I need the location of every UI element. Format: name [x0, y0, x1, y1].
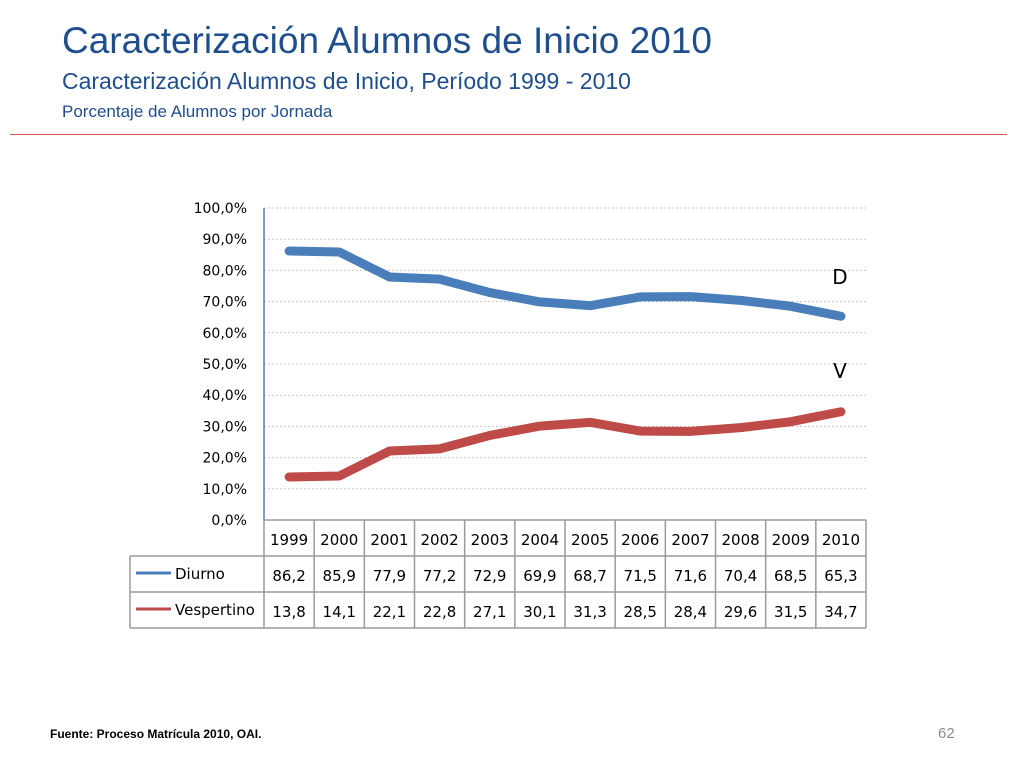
x-category-label: 2010: [822, 531, 860, 549]
slide-subtitle: Caracterización Alumnos de Inicio, Perío…: [62, 68, 631, 94]
data-value-label: 13,8: [272, 603, 305, 621]
series-line-diurno: [284, 246, 846, 321]
data-value-label: 77,2: [423, 567, 456, 585]
data-value-label: 68,7: [573, 567, 606, 585]
data-value-label: 30,1: [523, 603, 556, 621]
y-tick-label: 0,0%: [211, 513, 247, 529]
y-tick-label: 90,0%: [203, 232, 247, 248]
page-number: 62: [938, 725, 955, 742]
data-value-label: 71,5: [624, 567, 657, 585]
data-value-label: 86,2: [272, 567, 305, 585]
data-value-label: 69,9: [523, 567, 556, 585]
slide-title: Caracterización Alumnos de Inicio 2010: [62, 20, 712, 61]
series-end-label: D: [832, 265, 847, 289]
series-line-vespertino: [284, 407, 846, 482]
y-tick-label: 40,0%: [203, 388, 247, 404]
x-category-label: 2000: [320, 531, 358, 549]
data-value-label: 34,7: [824, 603, 857, 621]
data-value-label: 22,8: [423, 603, 456, 621]
source-note: Fuente: Proceso Matrícula 2010, OAI.: [50, 727, 262, 741]
data-value-label: 27,1: [473, 603, 506, 621]
data-value-label: 31,5: [774, 603, 807, 621]
y-tick-label: 80,0%: [203, 263, 247, 279]
x-category-label: 1999: [270, 531, 308, 549]
x-category-label: 2005: [571, 531, 609, 549]
y-tick-label: 20,0%: [203, 451, 247, 467]
y-tick-label: 10,0%: [203, 482, 247, 498]
y-tick-label: 60,0%: [203, 326, 247, 342]
series-end-label: V: [833, 359, 847, 383]
x-category-label: 2002: [420, 531, 458, 549]
data-value-label: 65,3: [824, 567, 857, 585]
y-tick-label: 50,0%: [203, 357, 247, 373]
x-category-label: 2006: [621, 531, 659, 549]
data-value-label: 22,1: [373, 603, 406, 621]
y-tick-label: 30,0%: [203, 419, 247, 435]
data-value-label: 77,9: [373, 567, 406, 585]
legend-label: Diurno: [175, 565, 225, 583]
data-value-label: 28,4: [674, 603, 707, 621]
data-value-label: 68,5: [774, 567, 807, 585]
legend-label: Vespertino: [175, 601, 255, 619]
x-category-label: 2001: [370, 531, 408, 549]
data-value-label: 85,9: [323, 567, 356, 585]
x-category-label: 2007: [671, 531, 709, 549]
x-category-label: 2004: [521, 531, 559, 549]
data-value-label: 28,5: [624, 603, 657, 621]
x-category-label: 2009: [772, 531, 810, 549]
y-tick-label: 100,0%: [194, 201, 247, 217]
data-value-label: 72,9: [473, 567, 506, 585]
x-category-label: 2008: [721, 531, 759, 549]
chart-description: Porcentaje de Alumnos por Jornada: [62, 102, 333, 121]
data-value-label: 29,6: [724, 603, 757, 621]
data-value-label: 14,1: [323, 603, 356, 621]
data-value-label: 71,6: [674, 567, 707, 585]
x-category-label: 2003: [471, 531, 509, 549]
data-value-label: 31,3: [573, 603, 606, 621]
y-tick-label: 70,0%: [203, 295, 247, 311]
data-value-label: 70,4: [724, 567, 757, 585]
title-divider: [10, 134, 1007, 135]
